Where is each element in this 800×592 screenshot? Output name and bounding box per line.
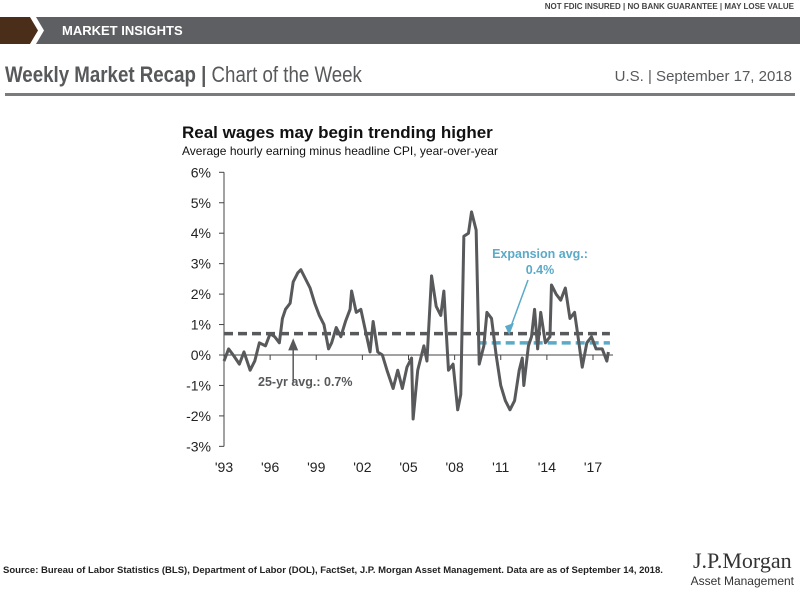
y-tick-label: 6%	[191, 164, 211, 180]
source-note: Source: Bureau of Labor Statistics (BLS)…	[3, 565, 663, 576]
y-tick-label: 2%	[191, 286, 211, 302]
x-tick-label: '99	[307, 459, 325, 475]
y-tick-label: 4%	[191, 225, 211, 241]
x-tick-label: '05	[399, 459, 417, 475]
region-date: U.S. | September 17, 2018	[614, 68, 792, 85]
logo-name: J.P.Morgan	[692, 548, 792, 573]
avg-label: 25-yr avg.: 0.7%	[258, 375, 353, 389]
banner-label: MARKET INSIGHTS	[62, 23, 183, 38]
logo-sub: Asset Management	[690, 574, 794, 588]
chart-title: Real wages may begin trending higher	[182, 123, 493, 142]
expansion-value: 0.4%	[526, 263, 555, 277]
divider	[5, 93, 795, 96]
banner-bar	[0, 17, 800, 44]
chart-subtitle: Average hourly earning minus headline CP…	[182, 144, 498, 158]
x-tick-label: '14	[538, 459, 556, 475]
chevron-icon	[0, 17, 38, 44]
expansion-label: Expansion avg.:	[492, 247, 588, 261]
y-tick-label: 3%	[191, 256, 211, 272]
series-line	[222, 210, 610, 421]
y-tick-label: 0%	[191, 347, 211, 363]
title-bold: Weekly Market Recap |	[5, 62, 207, 87]
x-tick-label: '02	[353, 459, 371, 475]
y-tick-label: -1%	[186, 377, 211, 393]
y-tick-label: 1%	[191, 317, 211, 333]
y-tick-label: 5%	[191, 195, 211, 211]
logo: J.P.Morgan Asset Management	[691, 548, 794, 588]
disclaimer: NOT FDIC INSURED | NO BANK GUARANTEE | M…	[544, 2, 794, 11]
arrow-head-icon	[504, 323, 514, 336]
x-tick-label: '11	[492, 459, 509, 475]
y-tick-label: -3%	[186, 438, 211, 454]
page-title: Weekly Market Recap | Chart of the Week	[5, 62, 362, 88]
title-light: Chart of the Week	[206, 62, 362, 87]
expansion-arrow	[509, 279, 529, 330]
y-tick-label: -2%	[186, 408, 211, 424]
x-tick-label: '93	[215, 459, 233, 475]
x-tick-label: '96	[261, 459, 279, 475]
x-tick-label: '17	[584, 459, 602, 475]
arrow-head-icon	[288, 338, 299, 351]
x-tick-label: '08	[446, 459, 464, 475]
